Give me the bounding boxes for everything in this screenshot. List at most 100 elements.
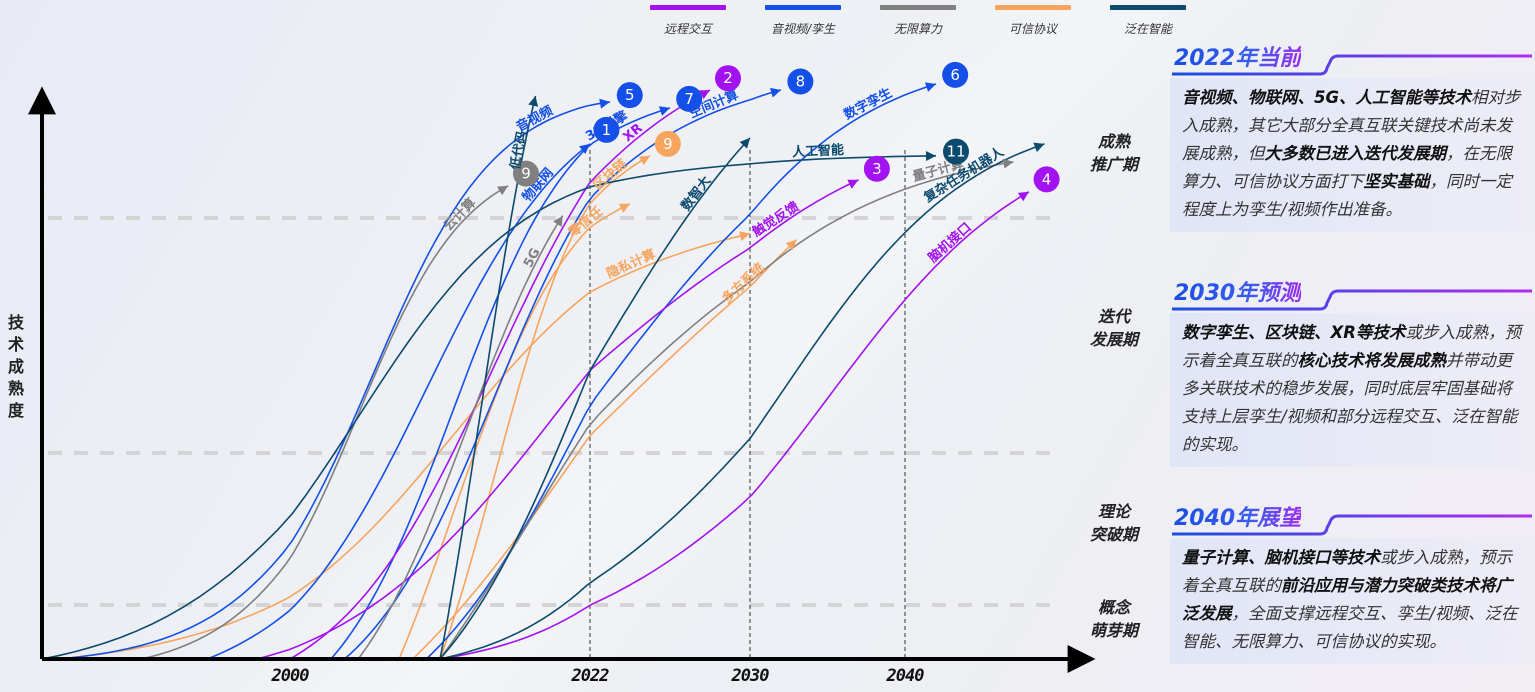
series-arrowhead [770,87,781,98]
series-badge-number: 11 [946,143,965,161]
stage-label: 概念 萌芽期 [1078,596,1150,642]
series-badge [714,65,741,92]
legend-item: 远程交互 [650,5,765,37]
series-label: 人工智能 [792,142,845,160]
series-arrowhead [698,89,710,100]
x-tick-label: 2000 [271,666,310,686]
panel-text: 或步入成熟，预示着全真互联的 [1182,323,1521,370]
series-arrowhead [599,98,610,109]
legend-label: 可信协议 [1008,22,1057,36]
series-badge [942,138,969,165]
series-curve [206,143,591,660]
series-label: 数智大 [678,173,714,214]
legend-item: 音视频/孪生 [765,5,880,37]
legend-label: 泛在智能 [1123,22,1172,36]
legend-label: 远程交互 [663,22,712,36]
insight-panel: 2040年展望 量子计算、脑机接口等技术或步入成熟，预示着全真互联的前沿应用与潜力… [1170,500,1535,664]
insight-panel: 2030年预测数字孪生、区块链、XR等技术或步入成熟，预示着全真互联的核心技术将… [1170,275,1535,467]
series-badge [654,130,681,157]
series-badge [512,160,539,187]
series-arrowhead [847,179,859,189]
stage-label-line1: 理论 [1097,502,1130,521]
insight-panel: 2022年当前 音视频、物联网、5G、人工智能等技术相对步入成熟，其它大部分全真互… [1170,40,1535,232]
series-badge-number: 7 [684,90,694,108]
stage-label-line1: 迭代 [1097,307,1130,326]
panel-emphasis: 数字孪生、区块链、XR等技术 [1182,323,1406,342]
series-badge-number: 1 [602,121,612,139]
series-arrowhead [925,151,936,162]
stage-label: 迭代 发展期 [1078,305,1150,351]
legend-item: 泛在智能 [1110,5,1225,37]
x-tick-label: 2022 [571,666,610,686]
series-label: 音视频 [514,103,556,135]
series-badge-number: 8 [796,73,806,91]
grid [48,150,1058,659]
stage-label-line1: 成熟 [1097,132,1130,151]
legend-swatch [765,5,841,10]
panel-text: ，同时一定程度上为孪生/视频作出准备。 [1182,172,1512,219]
series-curve [398,203,631,660]
panel-emphasis: 核心技术将发展成熟 [1297,351,1447,370]
series-badge-number: 4 [1042,170,1052,188]
panel-body: 数字孪生、区块链、XR等技术或步入成熟，预示着全真互联的核心技术将发展成熟并带动… [1170,313,1535,467]
stage-label-line1: 概念 [1097,598,1130,617]
series-badge-number: 5 [625,86,635,104]
series-label: 隐私计算 [604,246,658,282]
legend-swatch [1110,5,1186,10]
series-label: 多方系统 [719,260,768,307]
panel-emphasis: 量子计算、脑机接口等技术 [1182,548,1380,567]
x-tick-label: 2040 [886,666,925,686]
series-label: 低代码 [507,130,531,172]
panel-header: 2030年预测 [1170,275,1535,311]
stage-label-line2: 突破期 [1089,525,1138,544]
panel-body: 量子计算、脑机接口等技术或步入成熟，预示着全真互联的前沿应用与潜力突破类技术将广… [1170,538,1535,664]
series-badge [787,68,814,95]
series-arrowhead [579,143,590,155]
series-curve [439,191,1030,660]
series-arrowhead [739,137,750,149]
panel-header-line [1172,54,1532,76]
stage-label-line2: 发展期 [1089,330,1138,349]
series-curve [343,89,782,660]
legend-swatch [880,5,956,10]
legend-item: 可信协议 [995,5,1110,37]
series-badge-number: 3 [872,160,882,178]
series-curve [439,155,651,660]
panel-text: ，在无限算力、可信协议方面打下 [1182,144,1512,191]
stage-label-line2: 推广期 [1089,155,1138,174]
series-curve [439,137,751,660]
series-labels: 区块链9隐私计算零信任多方系统音视频53D引擎7物联网1空间计算8数字孪生6XR… [440,61,1060,307]
panel-text: 相对步入成熟，其它大部分全真互联关键技术尚未发展成熟，但 [1182,88,1521,163]
series-curve [58,232,751,660]
series-curve [41,155,937,660]
series-curve [256,179,859,660]
series-badge-number: 2 [723,69,733,87]
series-badge [593,116,620,143]
y-axis-label: 技术成熟度 [7,313,24,420]
panel-text: 并带动更多关联技术的稳步发展，同时底层牢固基础将支持上层孪生/视频和部分远程交互… [1182,351,1518,454]
legend: 远程交互 音视频/孪生 无限算力 可信协议 泛在智能 [650,5,1225,37]
legend-label: 无限算力 [893,22,942,36]
series-arrowhead [553,215,563,227]
series-arrowhead [638,155,650,166]
series-badge-number: 9 [521,165,531,183]
series-curve [357,215,564,660]
series-arrowhead [528,95,539,107]
series-curve [330,107,671,660]
series-arrowhead [618,203,630,213]
panel-header: 2022年当前 [1170,40,1535,76]
series-arrowhead [1002,158,1014,169]
series-badge [1033,166,1060,193]
panel-emphasis: 音视频、物联网、5G、人工智能等技术 [1182,88,1472,107]
curves [41,83,1045,660]
series-curve [439,143,1045,660]
series-arrowhead [1017,191,1029,202]
panel-title: 2030年预测 [1174,275,1301,307]
series-arrowhead [1033,142,1045,153]
legend-label: 音视频/孪生 [770,22,836,36]
legend-swatch [995,5,1071,10]
series-curve [289,89,711,660]
series-curve [439,161,1014,660]
panel-body: 音视频、物联网、5G、人工智能等技术相对步入成熟，其它大部分全真互联关键技术尚未… [1170,78,1535,232]
